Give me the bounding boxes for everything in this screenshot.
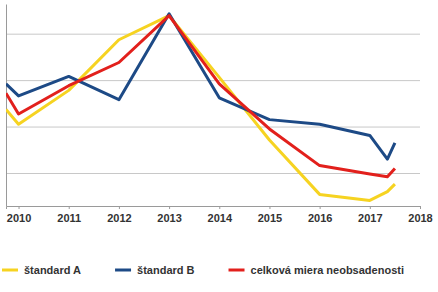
grid-line: [6, 34, 420, 35]
legend-swatch: [115, 269, 131, 272]
series-line: [6, 16, 395, 177]
y-axis: [6, 5, 8, 207]
x-tick-label: 2015: [258, 212, 282, 224]
x-tick-mark: [19, 206, 20, 209]
x-tick-mark: [320, 206, 321, 209]
y-axis-line: [6, 5, 7, 207]
series-line: [6, 16, 395, 201]
x-tick-mark: [69, 206, 70, 209]
x-tick: 2014: [208, 206, 233, 224]
legend: štandard A štandard B celková miera neobsa…: [2, 264, 404, 276]
x-tick-label: 2010: [7, 212, 31, 224]
grid: [6, 34, 420, 173]
legend-swatch: [2, 269, 18, 272]
x-tick-label: 2012: [107, 212, 131, 224]
x-tick: 2010: [7, 206, 31, 224]
x-tick-mark: [119, 206, 120, 209]
x-tick-label: 2013: [157, 212, 181, 224]
legend-label: celková miera neobsadenosti: [251, 264, 404, 276]
chart: 2010 2011 2012 2013 2014 2015 2016 2017 2018 štan…: [0, 0, 438, 292]
x-tick-label: 2018: [408, 212, 432, 224]
legend-swatch: [229, 269, 245, 272]
x-tick-mark: [420, 206, 421, 209]
x-tick: 2017: [358, 206, 382, 224]
x-tick-label: 2011: [57, 212, 81, 224]
x-tick: 2016: [308, 206, 332, 224]
x-tick: 2013: [157, 206, 181, 224]
x-tick: 2011: [57, 206, 81, 224]
x-tick: 2012: [107, 206, 131, 224]
x-tick: 2018: [408, 206, 432, 224]
legend-item: štandard B: [115, 264, 195, 276]
x-tick-mark: [169, 206, 170, 209]
x-axis-line: [7, 207, 421, 210]
legend-label: štandard A: [24, 264, 81, 276]
x-axis: 2010 2011 2012 2013 2014 2015 2016 2017 2018: [7, 206, 433, 224]
legend-item: štandard A: [2, 264, 81, 276]
plot-area: [6, 14, 395, 201]
grid-line: [6, 127, 420, 128]
legend-item: celková miera neobsadenosti: [229, 264, 404, 276]
x-tick-label: 2017: [358, 212, 382, 224]
x-tick-mark: [219, 206, 220, 209]
x-tick-mark: [370, 206, 371, 209]
series-line: [6, 14, 395, 159]
x-tick-label: 2014: [208, 212, 233, 224]
x-tick: 2015: [258, 206, 282, 224]
x-tick-mark: [269, 206, 270, 209]
legend-label: štandard B: [137, 264, 195, 276]
grid-line: [6, 80, 420, 81]
x-tick-label: 2016: [308, 212, 332, 224]
